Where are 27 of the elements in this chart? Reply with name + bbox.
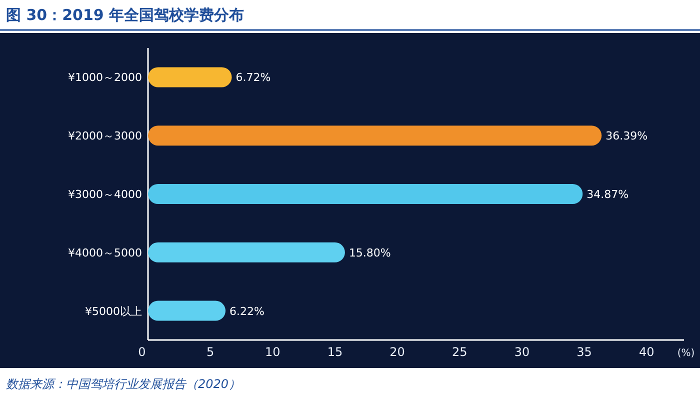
x-tick-label: 10 — [265, 345, 280, 359]
x-axis-title: (%) — [677, 348, 695, 359]
bar — [148, 242, 345, 262]
y-tick-label: ¥2000～3000 — [68, 130, 142, 143]
y-tick-label: ¥4000～5000 — [68, 246, 142, 260]
y-tick-label: ¥3000～4000 — [68, 188, 142, 201]
data-label: 36.39% — [606, 130, 648, 143]
x-tick-label: 20 — [390, 345, 405, 359]
chart-title: 图 30：2019 年全国驾校学费分布 — [6, 6, 244, 24]
x-tick-label: 30 — [514, 345, 530, 359]
x-tick-label: 15 — [327, 345, 343, 359]
x-tick-label: 35 — [576, 345, 592, 359]
bar — [148, 300, 226, 321]
x-tick-label: 40 — [638, 345, 654, 359]
y-tick-label: ¥5000以上 — [85, 304, 142, 318]
bar — [148, 126, 602, 146]
source-note: 数据来源：中国驾培行业发展报告（2020） — [6, 377, 241, 391]
data-label: 34.87% — [586, 188, 629, 201]
x-tick-label: 0 — [138, 345, 146, 359]
data-label: 15.80% — [348, 246, 391, 260]
y-tick-label: ¥1000～2000 — [68, 71, 142, 84]
x-tick-label: 25 — [452, 345, 468, 359]
x-tick-label: 5 — [206, 345, 214, 359]
bar — [148, 184, 583, 204]
data-label: 6.22% — [230, 304, 264, 318]
bar — [148, 67, 232, 88]
data-label: 6.72% — [236, 71, 271, 84]
